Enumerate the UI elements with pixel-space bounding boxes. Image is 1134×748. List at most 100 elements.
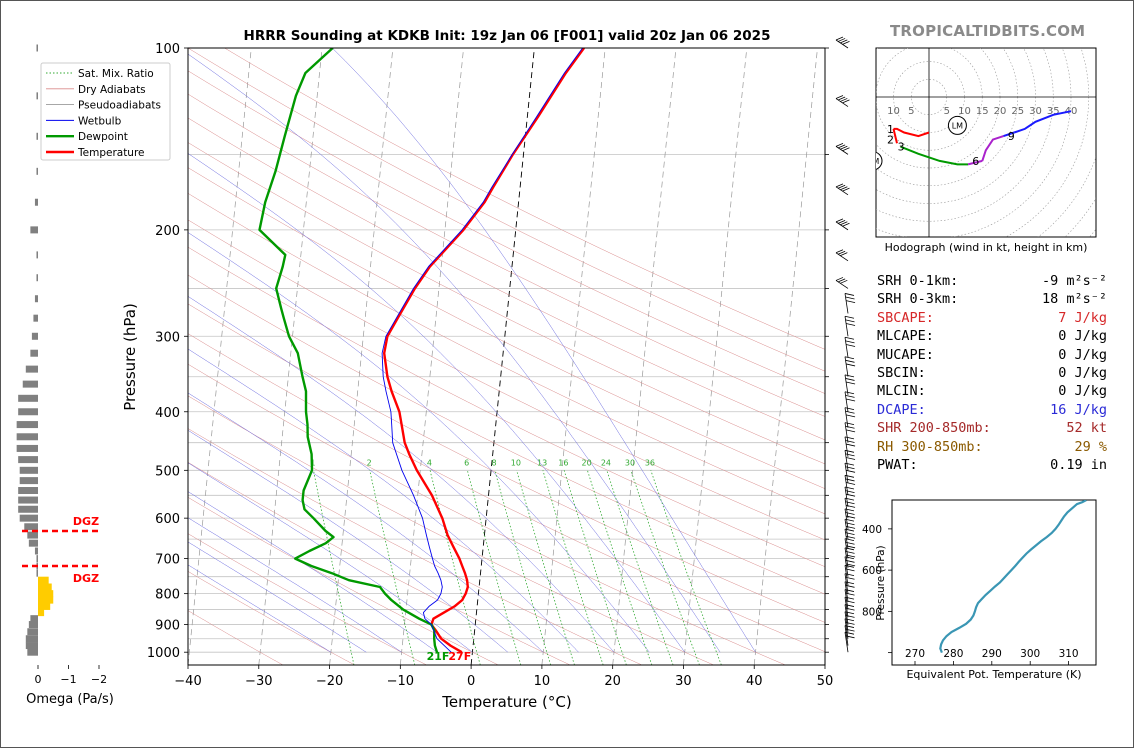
wind-barb-staff [844, 498, 849, 519]
skewt-series [258, 48, 585, 654]
omega-bar [36, 44, 38, 52]
pseudoadiabat-line [188, 153, 685, 653]
wind-barb-flag [844, 573, 855, 577]
omega-bar [19, 477, 38, 485]
wind-barb-flag [844, 422, 855, 426]
y-tick-label: 200 [155, 224, 180, 239]
hodograph-height-label: 6 [972, 155, 979, 168]
wind-barbs [835, 36, 856, 653]
wind-barb-staff [844, 508, 849, 529]
omega-bar [36, 274, 38, 282]
pseudoadiabat-line [188, 517, 402, 653]
wind-barb [844, 336, 856, 358]
parameter-name: DCAPE: [877, 401, 926, 418]
pseudoadiabat-line [332, 48, 756, 653]
theta-y-tick-label: 800 [862, 606, 882, 618]
mixing-ratio-label: 4 [427, 459, 432, 468]
isotherm-line [258, 48, 323, 665]
wind-barb-flag [845, 541, 855, 545]
wind-barb-staff [844, 337, 849, 358]
left-mover-label: LM [952, 121, 963, 130]
wind-barb-flag [845, 592, 855, 596]
parameter-value: 0 J/kg [1058, 365, 1107, 382]
dry-adiabat-line [188, 93, 825, 417]
wind-barb-staff [844, 556, 849, 577]
omega-bar [22, 380, 38, 388]
hodograph-ring-label: 30 [1029, 106, 1042, 117]
mixing-ratio-line [516, 470, 575, 665]
wind-barb [844, 631, 855, 653]
wind-barb-flag [844, 611, 855, 615]
parameter-name: SRH 0-1km: [877, 273, 959, 289]
wind-barb-flag [840, 145, 848, 150]
mixing-ratio-label: 6 [464, 459, 469, 468]
omega-bar [18, 505, 38, 513]
omega-panel: 0 −1 −2 Omega (Pa/s) DGZ DGZ [16, 44, 114, 707]
parameter-name: MLCAPE: [877, 328, 934, 345]
mixing-ratio-line [542, 470, 604, 665]
pseudoadiabat-line [188, 429, 508, 653]
right-mover-label: RM [867, 157, 880, 166]
hodograph-ring-label: 5 [944, 106, 950, 117]
omega-bar [19, 466, 38, 474]
legend-label: Temperature [77, 147, 145, 159]
mixing-ratio-line [630, 470, 700, 665]
wind-barb [844, 508, 856, 529]
wind-barb-flag [845, 621, 855, 625]
right-mover-marker [876, 151, 883, 170]
wind-barb-flag [845, 410, 855, 414]
wind-barb-flag [845, 628, 855, 632]
wind-barb-flag [844, 631, 855, 635]
temperature-line [383, 48, 585, 654]
wind-barb-flag [845, 493, 856, 497]
dry-adiabat-line [188, 363, 786, 665]
wind-barb [844, 604, 855, 625]
wind-barb-flag [845, 466, 855, 470]
wind-barb-flag [844, 589, 855, 592]
mixing-ratio-label: 24 [601, 459, 611, 468]
dry-adiabat-line [188, 610, 284, 665]
wind-barb-staff [844, 618, 849, 639]
parameter-name: SHR 200-850mb: [877, 420, 991, 437]
parameter-row: DCAPE: 16 J/kg [877, 401, 1107, 419]
wind-barb-staff [844, 422, 849, 443]
wind-barb [844, 625, 855, 646]
omega-bar [19, 514, 38, 522]
hodograph-trace [1013, 110, 1072, 134]
zero-isotherm [470, 48, 535, 665]
omega-bar [18, 408, 38, 416]
wind-barb-staff [844, 463, 849, 484]
wind-barb-flag [844, 564, 855, 568]
isotherm-line [753, 48, 818, 665]
dry-adiabat-line [188, 70, 825, 394]
wind-barb-flag [845, 440, 855, 443]
hodograph-trace [892, 128, 898, 144]
wind-barb-flag [835, 183, 844, 188]
parameter-row: MUCAPE: 0 J/kg [877, 346, 1107, 364]
wind-barb-flag [844, 581, 855, 585]
legend-label: Wetbulb [78, 115, 122, 127]
wind-barb-flag [845, 398, 856, 402]
wind-barb-flag [844, 547, 855, 551]
wind-barb [844, 581, 855, 602]
wind-barb-flag [844, 374, 855, 378]
parameter-row: RH 300-850mb: 29 % [877, 438, 1107, 456]
dry-adiabat-line [188, 274, 825, 595]
x-tick-label: −30 [245, 674, 272, 689]
x-tick-label: 0 [467, 674, 475, 689]
parameter-row: MLCAPE: 0 J/kg [877, 327, 1107, 345]
dry-adiabat-line [188, 462, 571, 665]
omega-bar [16, 421, 38, 429]
theta-e-line [939, 500, 1087, 653]
wind-barb-flag [842, 99, 850, 104]
parameter-value: 52 kt [1066, 420, 1107, 437]
wind-barb-staff [844, 611, 849, 632]
omega-bar [28, 621, 38, 629]
y-tick-label: 400 [155, 406, 180, 421]
wind-barb [844, 315, 856, 337]
dgz-label: DGZ [73, 515, 99, 528]
mixing-ratio-line [650, 470, 722, 665]
wind-barb-flag [844, 315, 855, 319]
